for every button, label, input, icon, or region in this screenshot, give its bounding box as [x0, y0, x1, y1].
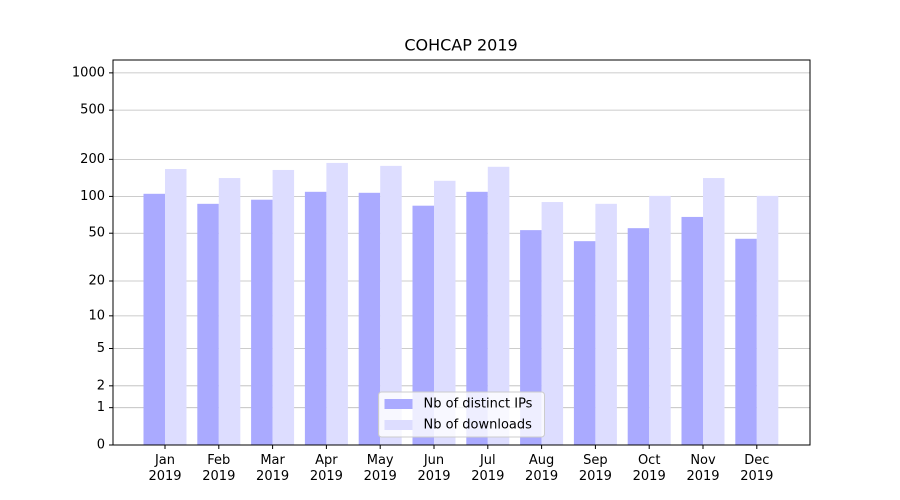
y-tick-label: 500 [80, 103, 105, 118]
bar [304, 191, 327, 445]
bar [681, 216, 703, 445]
x-tick-label: Jun 2019 [417, 453, 451, 484]
y-tick-label: 50 [88, 226, 105, 241]
legend-label: Nb of distinct IPs [424, 397, 533, 412]
x-tick-label: Aug 2019 [525, 453, 559, 484]
bar [541, 202, 564, 445]
x-tick-label: Oct 2019 [632, 453, 666, 484]
y-tick-label: 2 [97, 378, 105, 393]
bar [358, 192, 381, 445]
y-tick-label: 1000 [72, 65, 105, 80]
x-tick-label: May 2019 [363, 453, 397, 484]
legend-box [378, 391, 545, 438]
bar [197, 203, 219, 445]
bar [434, 180, 456, 445]
legend-label: Nb of downloads [424, 418, 533, 433]
y-tick-label: 200 [80, 152, 105, 167]
bar [649, 195, 671, 445]
bar [272, 169, 295, 446]
bar [412, 205, 434, 445]
bar [380, 165, 402, 445]
x-tick-label: Mar 2019 [256, 453, 290, 484]
bar [143, 193, 165, 445]
bar [326, 162, 348, 445]
x-tick-label: Feb 2019 [202, 453, 236, 484]
bar [756, 195, 779, 445]
legend-swatch [384, 420, 413, 430]
bar [251, 199, 273, 445]
bar [595, 203, 617, 445]
bar [487, 166, 510, 445]
y-tick-label: 100 [80, 189, 105, 204]
legend-swatch [384, 399, 413, 409]
x-tick-label: Nov 2019 [686, 453, 720, 484]
bar [627, 228, 650, 445]
y-tick-label: 10 [88, 308, 105, 323]
bar [520, 230, 542, 445]
bar [573, 241, 596, 445]
bar [218, 178, 241, 446]
bar [735, 238, 757, 445]
x-tick-label: Jul 2019 [471, 453, 505, 484]
y-tick-label: 20 [88, 274, 105, 289]
y-tick-label: 5 [97, 341, 105, 356]
bar [703, 178, 725, 446]
x-tick-label: Sep 2019 [578, 453, 612, 484]
x-tick-label: Dec 2019 [740, 453, 774, 484]
y-tick-label: 1 [97, 400, 105, 415]
chart-title: COHCAP 2019 [404, 36, 517, 55]
y-tick-label: 0 [97, 438, 105, 453]
bar [466, 191, 488, 445]
bar [165, 169, 187, 445]
x-tick-label: Jan 2019 [148, 453, 182, 484]
x-tick-label: Apr 2019 [309, 453, 343, 484]
plot-frame [112, 59, 811, 446]
